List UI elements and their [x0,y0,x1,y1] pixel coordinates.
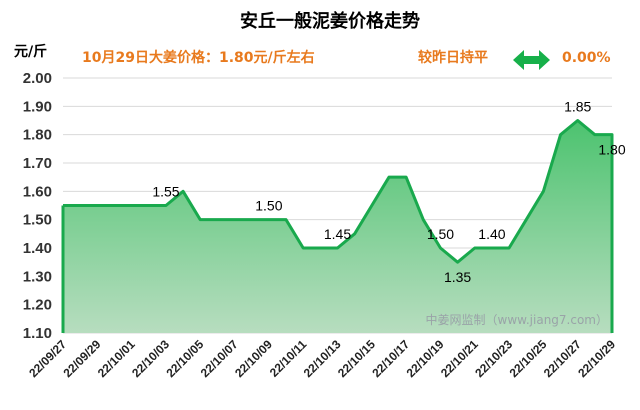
x-axis-ticks: 22/09/2722/09/2922/10/0122/10/0322/10/05… [26,337,618,380]
data-label: 1.45 [324,226,351,242]
data-label: 1.40 [478,226,505,242]
y-tick-label: 1.70 [23,155,52,172]
x-tick-label: 22/10/29 [575,337,618,380]
y-tick-label: 1.40 [23,240,52,257]
data-label: 1.35 [444,269,471,285]
data-label: 1.50 [255,198,282,214]
y-tick-label: 1.20 [23,297,52,314]
data-label: 1.55 [152,184,179,200]
data-label: 1.85 [564,99,591,115]
double-arrow-icon [513,50,550,70]
x-tick-label: 22/10/09 [232,337,275,380]
y-axis-ticks: 1.10 1.20 1.30 1.40 1.50 1.60 1.70 1.80 1.90 2.00 [23,70,52,342]
data-labels: 1.55 1.50 1.45 1.50 1.35 1.40 1.85 1.80 [152,99,626,286]
chart-title: 安丘一般泥姜价格走势 [240,10,420,32]
y-tick-label: 2.00 [23,70,52,87]
price-headline: 10月29日大姜价格：1.80元/斤左右 [82,49,315,66]
y-tick-label: 1.80 [23,127,52,144]
watermark: 中姜网监制（www.jiang7.com） [426,312,608,327]
area-fill [63,120,612,333]
y-tick-label: 1.50 [23,212,52,229]
series-line [61,119,614,333]
comparison-change: 0.00% [562,50,611,66]
y-tick-label: 1.90 [23,98,52,115]
area-series [61,119,614,333]
y-axis-unit: 元/斤 [14,43,47,60]
y-tick-label: 1.10 [23,325,52,342]
y-tick-label: 1.60 [23,183,52,200]
data-label: 1.80 [598,142,625,158]
comparison-label: 较昨日持平 [418,49,488,66]
data-label: 1.50 [427,226,454,242]
y-tick-label: 1.30 [23,268,52,285]
